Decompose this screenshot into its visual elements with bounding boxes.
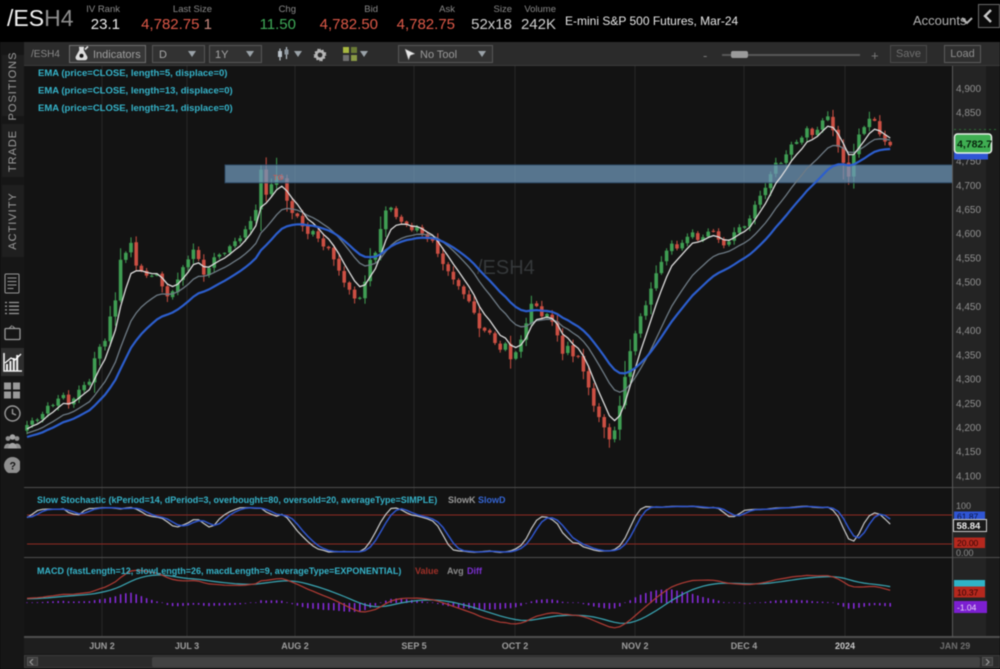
svg-text:4,100: 4,100 bbox=[956, 471, 981, 482]
svg-text:/ESH4: /ESH4 bbox=[477, 257, 535, 279]
svg-text:4,650: 4,650 bbox=[956, 205, 981, 216]
svg-text:4,300: 4,300 bbox=[956, 375, 981, 386]
svg-text:TG: TG bbox=[273, 173, 284, 182]
svg-text:4,550: 4,550 bbox=[956, 253, 981, 264]
svg-text:4,782.7: 4,782.7 bbox=[957, 139, 992, 151]
svg-text:?: ? bbox=[9, 460, 16, 472]
svg-text:4,350: 4,350 bbox=[956, 350, 981, 361]
svg-text:4,400: 4,400 bbox=[956, 326, 981, 337]
svg-text:20.00: 20.00 bbox=[957, 538, 979, 548]
svg-text:4,250: 4,250 bbox=[956, 399, 981, 410]
svg-text:4,900: 4,900 bbox=[956, 84, 981, 95]
svg-text:Avg: Avg bbox=[447, 566, 464, 576]
svg-text:100: 100 bbox=[956, 501, 971, 511]
svg-text:61.87: 61.87 bbox=[957, 512, 979, 522]
svg-text:4,850: 4,850 bbox=[956, 108, 981, 119]
svg-text:4,700: 4,700 bbox=[956, 181, 981, 192]
svg-text:58.84: 58.84 bbox=[957, 521, 981, 532]
svg-text:EMA (price=CLOSE, length=13, d: EMA (price=CLOSE, length=13, displace=0) bbox=[38, 86, 233, 97]
svg-text:Value: Value bbox=[415, 566, 439, 576]
svg-text:EMA (price=CLOSE, length=21, d: EMA (price=CLOSE, length=21, displace=0) bbox=[38, 103, 233, 114]
svg-text:4,500: 4,500 bbox=[956, 278, 981, 289]
svg-text:SlowK: SlowK bbox=[448, 495, 476, 505]
svg-text:0.00: 0.00 bbox=[956, 548, 974, 558]
svg-text:MACD (fastLength=12, slowLengt: MACD (fastLength=12, slowLength=26, macd… bbox=[37, 566, 401, 576]
svg-text:SlowD: SlowD bbox=[478, 495, 506, 505]
svg-text:-1.04: -1.04 bbox=[957, 603, 977, 613]
svg-text:10.37: 10.37 bbox=[957, 588, 979, 598]
svg-text:Slow Stochastic (kPeriod=14, d: Slow Stochastic (kPeriod=14, dPeriod=3, … bbox=[37, 495, 437, 505]
svg-text:4,150: 4,150 bbox=[956, 447, 981, 458]
svg-text:Diff: Diff bbox=[467, 566, 483, 576]
svg-text:4,600: 4,600 bbox=[956, 229, 981, 240]
svg-text:4,200: 4,200 bbox=[956, 423, 981, 434]
svg-text:4,450: 4,450 bbox=[956, 302, 981, 313]
svg-text:EMA (price=CLOSE, length=5, di: EMA (price=CLOSE, length=5, displace=0) bbox=[38, 68, 227, 79]
svg-text:4,750: 4,750 bbox=[956, 157, 981, 168]
